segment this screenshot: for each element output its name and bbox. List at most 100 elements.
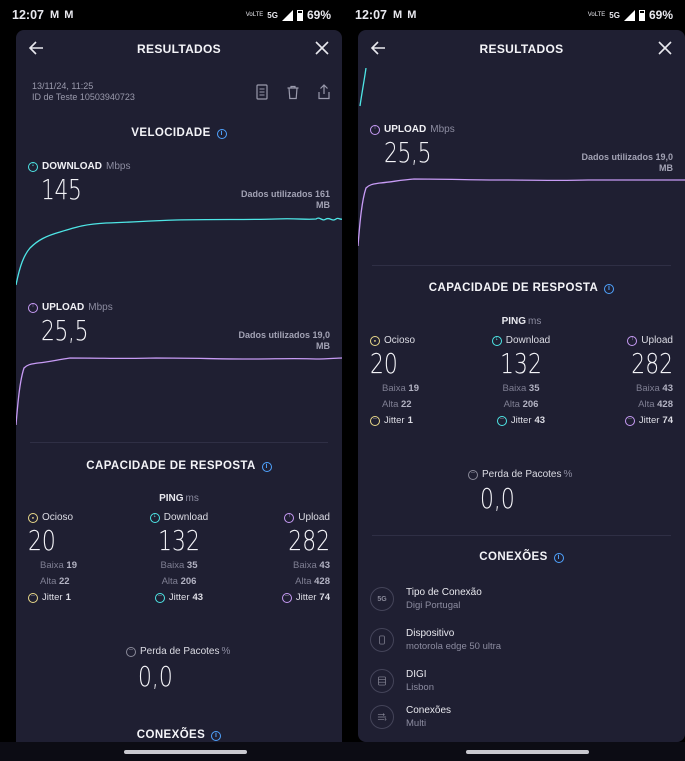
upload-high-value: 428: [314, 576, 330, 587]
info-icon[interactable]: i: [211, 731, 222, 741]
server-label: DIGI: [406, 669, 427, 680]
upload-data-used-line1: Dados utilizados 19,0: [581, 152, 673, 162]
connections-icon: [370, 705, 394, 729]
download-high-label: Alta: [161, 576, 178, 587]
responsiveness-section-title: CAPACIDADE DE RESPOSTA i: [358, 282, 685, 294]
upload-value: 25,5: [384, 136, 432, 169]
packet-loss-value: 0,0: [480, 482, 515, 515]
connection-type-value: Digi Portugal: [406, 600, 461, 611]
test-date: 13/11/24, 11:25: [32, 81, 94, 91]
idle-high-label: Alta: [382, 399, 399, 410]
download-arrow-icon: [491, 335, 502, 346]
upload-high-label: Alta: [295, 576, 312, 587]
download-jitter-label: Jitter: [168, 592, 190, 603]
device-value: motorola edge 50 ultra: [406, 641, 502, 652]
volte-icon: VoLTE: [587, 12, 606, 18]
connection-type-row: 5G Tipo de Conexão Digi Portugal: [370, 584, 482, 614]
idle-low-value: 19: [66, 560, 77, 571]
upload-arrow-icon: [627, 335, 638, 346]
upload-high-value: 428: [657, 399, 673, 410]
responsiveness-title-text: CAPACIDADE DE RESPOSTA: [86, 460, 256, 472]
connections-section-title: CONEXÕES i: [358, 551, 685, 563]
ping-download-label: Download: [163, 512, 209, 523]
packet-loss-icon: [468, 469, 478, 480]
back-arrow-icon[interactable]: [26, 38, 46, 58]
signal-icon: [623, 9, 635, 21]
download-low-value: 35: [186, 560, 198, 571]
notes-icon[interactable]: [252, 82, 272, 102]
packet-loss-unit: %: [221, 646, 231, 657]
jitter-icon: [496, 415, 507, 426]
idle-icon: [28, 512, 38, 523]
results-panel: RESULTADOS 13/11/24, 11:25 ID de Teste 1…: [16, 30, 342, 742]
upload-ping-value: 282: [288, 524, 330, 557]
close-icon[interactable]: [655, 38, 675, 58]
ping-label: PING: [501, 316, 527, 327]
info-icon[interactable]: i: [261, 462, 272, 472]
home-gesture-bar[interactable]: [466, 750, 589, 754]
info-icon[interactable]: i: [216, 129, 227, 139]
connections-title-text: CONEXÕES: [136, 729, 206, 741]
ping-upload-label: Upload: [641, 335, 673, 346]
page-title: RESULTADOS: [479, 42, 564, 56]
upload-low-label: Baixa: [636, 383, 660, 394]
close-icon[interactable]: [312, 38, 332, 58]
packet-loss-heading: Perda de Pacotes %: [126, 646, 230, 657]
packet-loss-heading: Perda de Pacotes %: [468, 469, 572, 480]
upload-low-value: 43: [319, 560, 330, 571]
screenshot-left: 12:07 M M VoLTE 5G 69% RESULTADOS 13/11/…: [0, 0, 343, 761]
upload-ping-value: 282: [631, 347, 673, 380]
download-unit: Mbps: [106, 161, 131, 172]
nav-bar: [343, 742, 685, 761]
download-arrow-icon: [149, 512, 160, 523]
device-row: Dispositivo motorola edge 50 ultra: [370, 625, 501, 655]
connections-label: Conexões: [406, 705, 452, 716]
download-data-used: Dados utilizados 161 MB: [241, 189, 330, 211]
battery-level: 69%: [648, 8, 673, 22]
battery-level: 69%: [306, 8, 331, 22]
upload-arrow-icon: [28, 302, 38, 313]
upload-heading: UPLOAD Mbps: [370, 124, 455, 135]
upload-label: UPLOAD: [42, 302, 85, 313]
upload-jitter-label: Jitter: [638, 415, 660, 426]
download-high-value: 206: [180, 576, 197, 587]
share-icon[interactable]: [314, 82, 334, 102]
speed-title-text: VELOCIDADE: [131, 127, 211, 139]
upload-jitter-value: 74: [319, 592, 330, 603]
jitter-icon: [28, 592, 38, 603]
back-arrow-icon[interactable]: [368, 38, 388, 58]
idle-low-label: Baixa: [40, 560, 64, 571]
upload-arrow-icon: [284, 512, 295, 523]
upload-low-value: 43: [662, 383, 673, 394]
trash-icon[interactable]: [283, 82, 303, 102]
server-value: Lisbon: [406, 682, 434, 693]
info-icon[interactable]: i: [604, 284, 615, 294]
home-gesture-bar[interactable]: [124, 750, 247, 754]
ping-unit: ms: [528, 316, 542, 327]
upload-data-used-line2: MB: [316, 341, 330, 351]
results-panel: RESULTADOS UPLOAD Mbps 25,5 Dados utiliz…: [358, 30, 685, 742]
connections-row: Conexões Multi: [370, 702, 451, 732]
gmail-icon: M M: [49, 9, 75, 21]
download-value: 145: [41, 173, 82, 206]
info-icon[interactable]: i: [553, 553, 564, 563]
upload-data-used: Dados utilizados 19,0 MB: [238, 330, 330, 352]
download-label: DOWNLOAD: [42, 161, 102, 172]
test-id: ID de Teste 10503940723: [32, 92, 135, 102]
ping-heading: PING ms: [16, 493, 342, 504]
server-icon: [370, 669, 394, 693]
idle-label: Ocioso: [384, 335, 416, 346]
device-label: Dispositivo: [406, 628, 455, 639]
download-graph-tail: [359, 68, 367, 107]
responsiveness-section-title: CAPACIDADE DE RESPOSTA i: [16, 460, 342, 472]
divider: [30, 442, 328, 443]
idle-jitter-label: Jitter: [384, 415, 405, 426]
download-heading: DOWNLOAD Mbps: [28, 161, 130, 172]
download-data-used-line2: MB: [316, 200, 330, 210]
5g-icon: 5G: [609, 10, 620, 20]
results-header: RESULTADOS: [16, 30, 342, 68]
upload-graph: [16, 357, 342, 426]
result-tools: [241, 82, 334, 102]
